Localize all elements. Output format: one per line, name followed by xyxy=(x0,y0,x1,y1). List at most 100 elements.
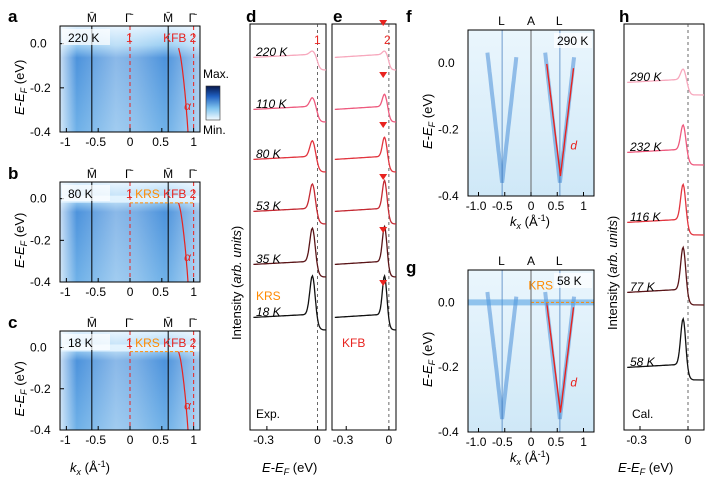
xtick-label-2: 0 xyxy=(127,433,134,447)
xtick-label-0: -0.3 xyxy=(333,433,354,447)
edc-panels: 220 K 110 K 80 K 53 K 35 K 18 K -0.3 0 1 Exp. KRS -… xyxy=(249,20,705,447)
cut-2-label: 2 xyxy=(190,336,197,350)
xtick-label-1: -0.5 xyxy=(85,285,106,299)
xtick-label-0: -1.0 xyxy=(466,435,487,449)
edc-frame xyxy=(331,23,397,431)
xtick-label-2: 0 xyxy=(528,435,535,449)
edc-temp-label: 116 K xyxy=(630,210,661,224)
ytick-label-0: 0.0 xyxy=(438,56,455,70)
alpha-label: α xyxy=(184,99,192,113)
top-label-2: M̄ xyxy=(163,167,173,181)
edc-curve-80K xyxy=(334,136,397,173)
temperature-label: 58 K xyxy=(557,274,582,288)
d-band-curve xyxy=(546,63,575,177)
edc-curve-220K xyxy=(334,50,397,71)
top-label-1: A xyxy=(527,254,535,268)
ytick-label-1: -0.2 xyxy=(30,233,51,247)
kfb-marker xyxy=(379,72,388,78)
alpha-band-curve xyxy=(178,47,189,133)
xtick-label-0: -1 xyxy=(60,285,71,299)
ytick-label-1: -0.2 xyxy=(30,382,51,396)
xtick-label-1: -0.5 xyxy=(492,435,513,449)
colorbar xyxy=(205,85,221,121)
edc-temp-label: 53 K xyxy=(256,199,282,213)
xtick-label-4: 1 xyxy=(190,135,197,149)
krs-label: KRS xyxy=(256,289,281,303)
edc-curve-18K xyxy=(334,273,397,331)
alpha-band-curve xyxy=(178,351,189,431)
panel-label-a: a xyxy=(8,7,18,26)
edc-curve-110K xyxy=(334,93,397,123)
temperature-label: 80 K xyxy=(68,187,93,201)
top-label-2: M̄ xyxy=(163,11,173,25)
alpha-label: α xyxy=(184,398,192,412)
edc-curve-220K xyxy=(253,50,327,71)
cut-2-label: 2 xyxy=(190,187,197,201)
temperature-label: 18 K xyxy=(68,336,93,350)
panel-label-e: e xyxy=(333,7,342,26)
kfb-marker xyxy=(379,227,388,233)
edc-panel-d: 220 K 110 K 80 K 53 K 35 K 18 K -0.3 0 1 Exp. KRS xyxy=(249,23,327,447)
ytick-label-2: -0.4 xyxy=(438,189,459,203)
temp-bg xyxy=(62,185,110,201)
edc-curve-116K xyxy=(627,182,705,236)
edc-temp-label: 80 K xyxy=(256,147,282,161)
xtick-label-2: 0 xyxy=(528,199,535,213)
edc-temp-label: 35 K xyxy=(256,252,282,266)
xtick-label-4: 1 xyxy=(580,435,587,449)
intensity-axis-label-d: Intensity (arb. units) xyxy=(229,226,244,340)
edc-temp-label: 220 K xyxy=(255,45,288,59)
xtick-label-0: -1 xyxy=(60,135,71,149)
panel-label-d: d xyxy=(246,7,256,26)
d-band-label: d xyxy=(570,376,577,390)
kfb-label: KFB xyxy=(163,31,186,45)
krs-label: KRS xyxy=(135,336,160,350)
energy-axis-label-h: E-EF (eV) xyxy=(618,460,673,477)
top-label-0: L xyxy=(498,14,505,28)
edc-temp-label: 77 K xyxy=(630,280,656,294)
arpes-panel-c: M̄ Γ̄ M̄ Γ̄ 0.0 -0.2 -0.4 -1 -0.5 0 0.5 1 E-EF (eV) 1… xyxy=(12,316,201,447)
arpes-panel-a: M̄ Γ̄ M̄ Γ̄ 0.0 -0.2 -0.4 -1 -0.5 0 0.5 1 E-EF (eV) 2… xyxy=(12,11,201,149)
edc-curve-232K xyxy=(627,123,705,166)
arpes-panel-b: M̄ Γ̄ M̄ Γ̄ 0.0 -0.2 -0.4 -1 -0.5 0 0.5 1 E-EF (eV) 8… xyxy=(12,167,201,299)
xtick-label-4: 1 xyxy=(580,199,587,213)
top-label-3: Γ̄ xyxy=(189,11,198,25)
colorbar-min: Min. xyxy=(203,123,226,137)
top-label-2: M̄ xyxy=(163,316,173,330)
ytick-label-0: 0.0 xyxy=(30,37,47,51)
xtick-label-0: -0.3 xyxy=(253,433,274,447)
top-label-1: Γ̄ xyxy=(125,11,134,25)
cut-1-title: 1 xyxy=(314,33,321,47)
ytick-label-1: -0.2 xyxy=(438,360,459,374)
d-band-curve xyxy=(546,302,575,413)
temp-bg xyxy=(62,29,110,45)
edc-curve-53K xyxy=(334,179,397,225)
energy-axis-label: E-EF (eV) xyxy=(12,213,29,268)
alpha-label: α xyxy=(184,250,192,264)
edc-temp-label: 58 K xyxy=(630,355,656,369)
top-label-2: L xyxy=(556,14,563,28)
edc-curve-77K xyxy=(627,245,705,306)
edc-curve-110K xyxy=(253,97,327,123)
energy-axis-label-de: E-EF (eV) xyxy=(262,460,317,477)
arpes-panels: M̄ Γ̄ M̄ Γ̄ 0.0 -0.2 -0.4 -1 -0.5 0 0.5 1 E-EF (eV) 2… xyxy=(12,11,201,447)
energy-axis-label: E-EF (eV) xyxy=(12,60,29,115)
temp-bg xyxy=(554,33,592,48)
temp-bg xyxy=(62,334,110,350)
calc-panels: L A L 290 K d 0.0 -0.2 -0.4 -1.0 -0.5 0 0.5 1 E-EF (e… xyxy=(420,14,595,467)
xtick-label-2: 0 xyxy=(127,285,134,299)
panel-label-f: f xyxy=(406,7,412,26)
top-label-1: A xyxy=(527,14,535,28)
edc-curve-35K xyxy=(253,226,327,278)
energy-axis-label: E-EF (eV) xyxy=(420,94,437,149)
kfb-label: KFB xyxy=(163,336,186,350)
ytick-label-0: 0.0 xyxy=(30,192,47,206)
edc-curve-18K xyxy=(253,274,327,331)
ytick-label-0: 0.0 xyxy=(438,295,455,309)
kfb-marker xyxy=(379,20,388,26)
cut-1-label: 1 xyxy=(126,31,133,45)
top-label-0: M̄ xyxy=(87,316,97,330)
kfb-marker xyxy=(379,280,388,286)
xtick-label-3: 0.5 xyxy=(548,199,565,213)
